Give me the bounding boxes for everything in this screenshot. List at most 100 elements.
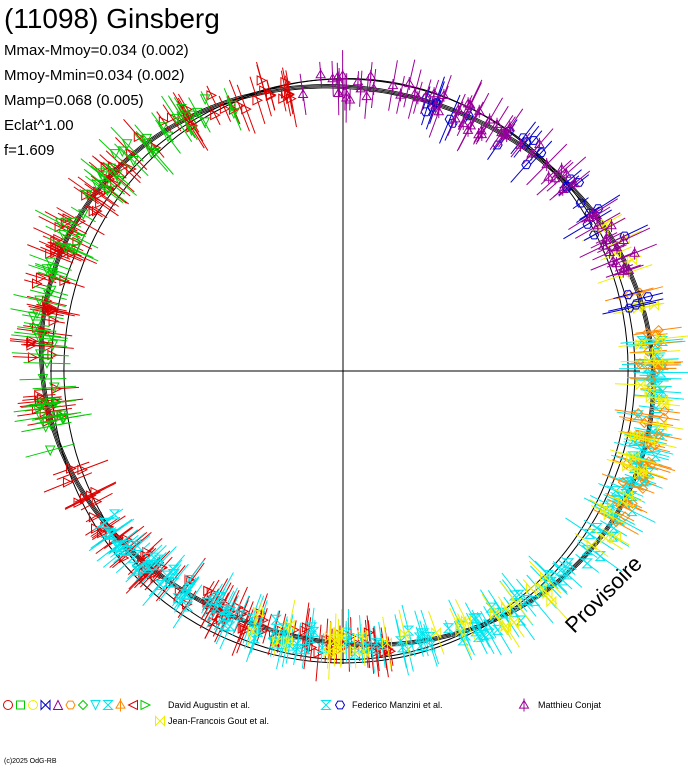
plot-axes bbox=[50, 78, 640, 664]
marker-shape bbox=[639, 476, 650, 487]
error-bar bbox=[137, 132, 157, 155]
data-point bbox=[280, 76, 292, 88]
data-point bbox=[472, 631, 485, 642]
marker-shape bbox=[283, 635, 294, 648]
data-point bbox=[278, 93, 289, 105]
error-bar bbox=[35, 263, 69, 276]
data-points bbox=[9, 50, 688, 682]
data-point bbox=[485, 602, 497, 613]
data-point bbox=[45, 330, 57, 342]
data-point bbox=[284, 89, 295, 101]
error-bar bbox=[608, 298, 664, 312]
marker-shape bbox=[424, 640, 437, 651]
marker-shape bbox=[72, 236, 84, 248]
data-point bbox=[305, 622, 318, 633]
marker-shape bbox=[499, 621, 510, 634]
error-bar bbox=[54, 242, 78, 254]
marker-shape bbox=[40, 699, 51, 711]
error-bar bbox=[155, 565, 186, 602]
data-point bbox=[623, 263, 635, 277]
data-point bbox=[636, 464, 647, 476]
data-point bbox=[647, 426, 659, 437]
error-bar bbox=[61, 224, 83, 237]
data-point bbox=[162, 131, 174, 143]
data-point bbox=[484, 113, 496, 127]
marker-shape bbox=[645, 373, 657, 385]
marker-shape bbox=[252, 626, 264, 637]
data-point bbox=[630, 300, 641, 310]
marker-shape bbox=[399, 628, 410, 640]
data-point bbox=[35, 330, 47, 341]
data-point bbox=[455, 625, 466, 638]
data-point bbox=[622, 489, 633, 501]
error-bar bbox=[300, 602, 310, 659]
error-bar bbox=[45, 236, 99, 262]
marker-shape bbox=[642, 292, 654, 302]
marker-shape bbox=[32, 278, 43, 289]
data-point bbox=[252, 94, 264, 106]
data-point bbox=[619, 511, 631, 522]
data-point bbox=[297, 87, 309, 101]
marker-shape bbox=[299, 625, 311, 636]
data-point bbox=[504, 121, 516, 135]
data-point bbox=[500, 601, 511, 614]
marker-shape bbox=[334, 700, 346, 710]
marker-shape bbox=[95, 168, 106, 180]
marker-shape bbox=[350, 644, 361, 657]
error-bar bbox=[102, 161, 119, 176]
error-bar bbox=[601, 473, 644, 491]
data-point bbox=[528, 136, 539, 145]
marker-shape bbox=[176, 103, 187, 115]
data-point bbox=[350, 644, 361, 657]
marker-shape bbox=[645, 435, 656, 448]
error-bar bbox=[13, 294, 66, 308]
marker-shape bbox=[278, 93, 289, 105]
data-point bbox=[477, 629, 489, 640]
data-point bbox=[366, 643, 378, 654]
data-point bbox=[546, 595, 557, 608]
marker-shape bbox=[427, 102, 438, 112]
marker-shape bbox=[659, 398, 670, 410]
data-point bbox=[262, 623, 273, 634]
marker-shape bbox=[343, 633, 355, 644]
marker-shape bbox=[105, 163, 117, 175]
marker-shape bbox=[161, 570, 173, 581]
error-bar bbox=[614, 409, 662, 418]
marker-shape bbox=[521, 160, 532, 170]
data-point bbox=[127, 552, 139, 563]
data-point bbox=[513, 589, 525, 600]
legend-label-gout: Jean-Francois Gout et al. bbox=[168, 716, 270, 726]
data-point bbox=[499, 621, 510, 634]
error-bar bbox=[98, 138, 131, 170]
data-point bbox=[368, 81, 379, 95]
marker-shape bbox=[591, 523, 603, 534]
data-point bbox=[157, 122, 168, 133]
error-bar bbox=[109, 532, 152, 568]
data-point bbox=[622, 290, 633, 300]
marker-shape bbox=[258, 614, 270, 626]
error-bar bbox=[45, 225, 82, 245]
marker-shape bbox=[102, 700, 114, 710]
data-point bbox=[633, 408, 644, 419]
data-point bbox=[58, 229, 69, 241]
legend-symbol bbox=[127, 699, 138, 711]
marker-shape bbox=[126, 163, 137, 175]
data-point bbox=[41, 358, 53, 369]
data-point bbox=[179, 588, 191, 599]
marker-shape bbox=[645, 391, 656, 404]
error-bar bbox=[34, 209, 87, 238]
data-point bbox=[37, 374, 49, 385]
legend-entry-symbol bbox=[155, 715, 165, 727]
error-bar bbox=[156, 111, 172, 132]
series-6 bbox=[297, 50, 657, 278]
data-point bbox=[95, 168, 106, 180]
marker-shape bbox=[581, 558, 593, 569]
marker-shape bbox=[29, 324, 40, 335]
error-bar bbox=[510, 121, 536, 155]
error-bar bbox=[92, 526, 113, 541]
data-point bbox=[600, 502, 611, 514]
error-bar bbox=[44, 211, 87, 235]
legend-entry-symbol bbox=[518, 698, 530, 712]
marker-shape bbox=[321, 634, 333, 646]
